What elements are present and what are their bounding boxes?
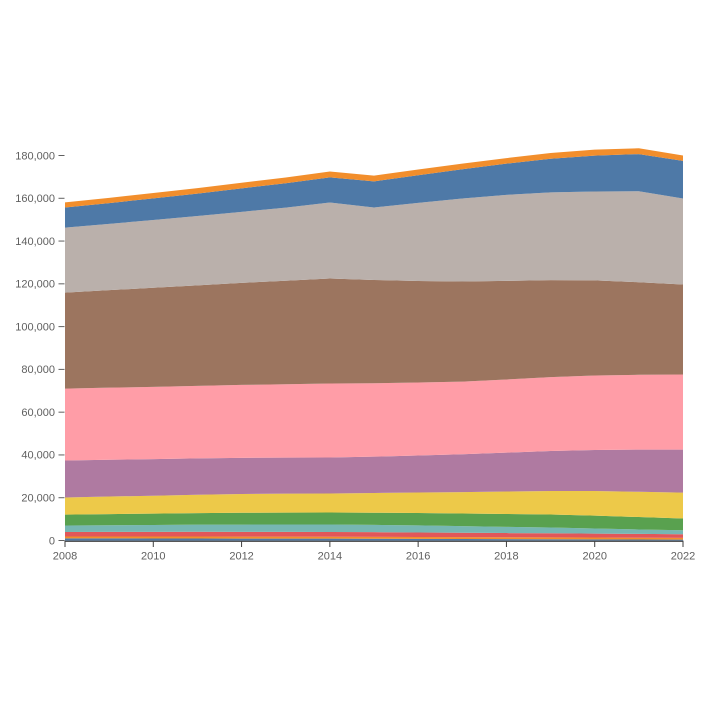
y-axis-tick-label: 140,000 bbox=[15, 236, 55, 248]
y-axis-tick-label: 100,000 bbox=[15, 321, 55, 333]
area-series-03-red bbox=[65, 531, 683, 538]
x-axis-tick-label: 2018 bbox=[494, 551, 518, 563]
area-series-01-blue bbox=[65, 538, 683, 541]
x-axis-tick-label: 2016 bbox=[406, 551, 430, 563]
y-axis-tick-label: 180,000 bbox=[15, 150, 55, 162]
x-axis-tick-label: 2022 bbox=[671, 551, 695, 563]
area-series-11-blue bbox=[65, 154, 683, 228]
x-axis-tick-label: 2010 bbox=[141, 551, 165, 563]
area-series-12-orange bbox=[65, 148, 683, 208]
x-axis-tick-label: 2020 bbox=[582, 551, 606, 563]
y-axis-tick-label: 120,000 bbox=[15, 279, 55, 291]
area-series-08-pink bbox=[65, 374, 683, 461]
area-series-10-gray bbox=[65, 191, 683, 293]
area-series-04-teal bbox=[65, 524, 683, 535]
y-axis-tick-label: 160,000 bbox=[15, 193, 55, 205]
x-axis-tick-label: 2008 bbox=[53, 551, 77, 563]
y-axis-tick-label: 0 bbox=[49, 535, 55, 547]
y-axis-tick-label: 20,000 bbox=[21, 493, 55, 505]
x-axis-tick-label: 2012 bbox=[229, 551, 253, 563]
y-axis-tick-label: 40,000 bbox=[21, 450, 55, 462]
area-series-02-orange bbox=[65, 536, 683, 540]
y-axis-tick-label: 60,000 bbox=[21, 407, 55, 419]
area-series-07-purple bbox=[65, 449, 683, 498]
area-series-06-yellow bbox=[65, 490, 683, 519]
x-axis-tick-label: 2014 bbox=[318, 551, 342, 563]
area-series-05-green bbox=[65, 512, 683, 531]
y-axis-tick-label: 80,000 bbox=[21, 364, 55, 376]
area-series-09-brown bbox=[65, 278, 683, 389]
